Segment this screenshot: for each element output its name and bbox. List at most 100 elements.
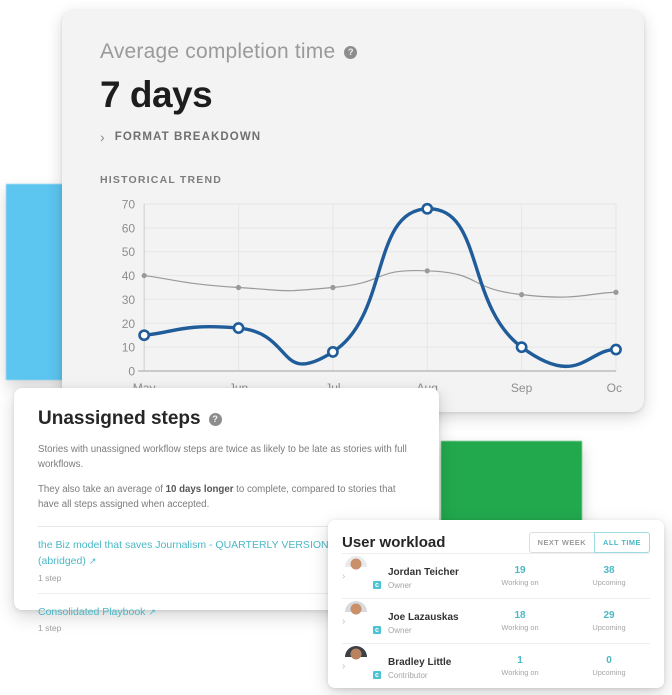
- story-title: the Biz model that saves Journalism - QU…: [38, 539, 329, 567]
- workload-row[interactable]: › c Joe Lazauskas Owner 18 Working on 29…: [342, 598, 650, 643]
- paragraph-2-post: to complete, compared to stories that ha…: [38, 484, 396, 511]
- avatar: c: [345, 555, 382, 590]
- y-axis-tick-label: 10: [122, 341, 136, 355]
- upcoming-stat: 38 Upcoming: [568, 565, 650, 587]
- chevron-right-icon[interactable]: ›: [342, 570, 346, 582]
- current-data-point: [326, 346, 339, 358]
- y-axis-tick-label: 0: [128, 365, 135, 379]
- user-workload-header: User workload NEXT WEEK ALL TIME: [342, 532, 650, 553]
- story-step-count: 1 step: [38, 572, 62, 583]
- help-circle-icon[interactable]: ?: [208, 412, 222, 426]
- working-on-value: 1: [517, 655, 523, 666]
- benchmark-data-point: [519, 292, 525, 298]
- user-identity: Joe Lazauskas Owner: [388, 607, 472, 635]
- y-axis-tick-label: 30: [122, 293, 136, 307]
- user-identity: Jordan Teicher Owner: [388, 562, 472, 590]
- y-axis-tick-label: 70: [122, 198, 136, 212]
- story-info: Consolidated Playbook ↗ 1 step: [38, 605, 156, 634]
- help-circle-icon[interactable]: ?: [344, 45, 358, 59]
- chevron-right-icon[interactable]: ›: [342, 660, 346, 672]
- current-data-point: [232, 322, 245, 334]
- contently-badge-icon: c: [372, 624, 382, 635]
- story-row: Consolidated Playbook ↗ 1 step: [38, 594, 415, 644]
- upcoming-stat: 29 Upcoming: [568, 610, 650, 632]
- user-workload-card: User workload NEXT WEEK ALL TIME › c Jor…: [328, 520, 664, 688]
- y-axis-tick-label: 50: [122, 245, 136, 259]
- range-next-week-button[interactable]: NEXT WEEK: [528, 532, 595, 553]
- divider: [38, 526, 415, 528]
- benchmark-series-line: [144, 269, 616, 298]
- y-axis-tick-label: 40: [122, 269, 136, 283]
- format-breakdown-toggle[interactable]: › FORMAT BREAKDOWN: [100, 130, 622, 144]
- story-step-count: 1 step: [38, 623, 62, 634]
- metric-title-text: Average completion time: [100, 40, 336, 63]
- chevron-right-icon[interactable]: ›: [342, 615, 346, 627]
- user-role: Contributor: [388, 671, 428, 680]
- benchmark-data-point: [141, 272, 147, 279]
- unassigned-steps-title: Unassigned steps ?: [38, 408, 415, 430]
- story-link[interactable]: Consolidated Playbook ↗: [38, 605, 156, 621]
- historical-trend-label: HISTORICAL TREND: [100, 174, 223, 186]
- description-paragraph-1: Stories with unassigned workflow steps a…: [38, 444, 407, 471]
- working-on-value: 18: [514, 610, 526, 621]
- average-completion-time-card: Average completion time ? 7 days › FORMA…: [62, 10, 644, 412]
- trend-line-chart: 010203040506070MayJunJulAugSepOct: [122, 198, 622, 395]
- x-axis-tick-label: Oct: [607, 381, 622, 395]
- paragraph-2-emphasis: 10 days longer: [165, 484, 234, 496]
- user-name: Joe Lazauskas: [388, 612, 459, 623]
- working-on-label: Working on: [501, 623, 539, 632]
- workload-row[interactable]: › c Jordan Teicher Owner 19 Working on 3…: [342, 553, 650, 598]
- unassigned-steps-description: Stories with unassigned workflow steps a…: [38, 442, 415, 512]
- upcoming-value: 0: [606, 655, 612, 666]
- current-data-point: [421, 202, 434, 215]
- working-on-stat: 18 Working on: [479, 610, 561, 632]
- upcoming-label: Upcoming: [592, 578, 626, 587]
- user-role: Owner: [388, 626, 412, 635]
- working-on-label: Working on: [501, 668, 539, 677]
- current-data-point: [138, 329, 151, 342]
- current-data-point: [515, 341, 528, 354]
- x-axis-tick-label: Sep: [511, 381, 533, 395]
- working-on-label: Working on: [501, 578, 539, 587]
- y-axis-tick-label: 20: [122, 317, 136, 331]
- user-name: Bradley Little: [388, 657, 452, 668]
- paragraph-2-pre: They also take an average of: [38, 484, 166, 496]
- upcoming-value: 29: [603, 610, 615, 621]
- working-on-stat: 19 Working on: [479, 565, 561, 587]
- benchmark-data-point: [330, 284, 336, 291]
- contently-badge-icon: c: [372, 579, 382, 590]
- user-workload-title: User workload: [342, 534, 446, 551]
- decorative-green-block: [441, 441, 582, 523]
- time-range-toggle: NEXT WEEK ALL TIME: [528, 532, 650, 553]
- upcoming-value: 38: [603, 565, 615, 576]
- description-paragraph-2: They also take an average of 10 days lon…: [38, 482, 415, 512]
- external-link-icon: ↗: [88, 555, 97, 566]
- workload-row[interactable]: › c Bradley Little Contributor 1 Working…: [342, 643, 650, 688]
- user-name: Jordan Teicher: [388, 567, 459, 578]
- current-series-line: [142, 207, 618, 369]
- benchmark-data-point: [613, 289, 619, 295]
- external-link-icon: ↗: [148, 606, 156, 617]
- upcoming-label: Upcoming: [592, 668, 626, 677]
- format-breakdown-label: FORMAT BREAKDOWN: [114, 131, 262, 143]
- contently-badge-icon: c: [372, 669, 382, 680]
- benchmark-data-point: [424, 268, 430, 274]
- metric-value: 7 days: [100, 74, 213, 115]
- y-axis-tick-label: 60: [122, 221, 136, 235]
- working-on-value: 19: [514, 565, 526, 576]
- benchmark-data-point: [235, 284, 242, 291]
- working-on-stat: 1 Working on: [479, 655, 561, 677]
- story-info: the Biz model that saves Journalism - QU…: [38, 538, 338, 583]
- user-role: Owner: [388, 581, 412, 590]
- story-link[interactable]: the Biz model that saves Journalism - QU…: [38, 538, 338, 570]
- unassigned-steps-title-text: Unassigned steps: [38, 408, 201, 429]
- story-title: Consolidated Playbook: [38, 605, 146, 618]
- chevron-right-icon: ›: [100, 129, 106, 145]
- upcoming-stat: 0 Upcoming: [568, 655, 650, 677]
- upcoming-label: Upcoming: [592, 623, 626, 632]
- range-all-time-button[interactable]: ALL TIME: [594, 532, 650, 553]
- metric-title: Average completion time ?: [100, 40, 622, 64]
- historical-trend-chart: 010203040506070MayJunJulAugSepOct: [100, 196, 622, 401]
- avatar: c: [345, 645, 382, 680]
